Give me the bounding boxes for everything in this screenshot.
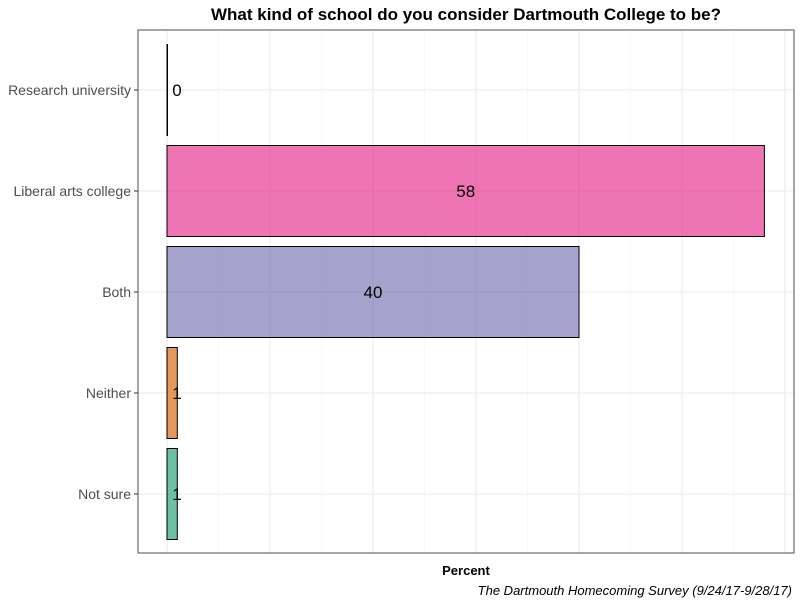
- chart-title: What kind of school do you consider Dart…: [211, 5, 721, 24]
- y-tick-label: Not sure: [78, 486, 131, 502]
- data-label: 40: [364, 283, 383, 302]
- bars: [166, 44, 765, 540]
- bar: [166, 145, 765, 237]
- bar: [166, 44, 168, 136]
- y-tick-label: Liberal arts college: [13, 183, 131, 199]
- chart-caption: The Dartmouth Homecoming Survey (9/24/17…: [478, 583, 792, 598]
- data-label: 58: [456, 182, 475, 201]
- data-labels: 0 58 40 1 1: [172, 81, 475, 504]
- bar: [166, 246, 580, 338]
- bar: [166, 448, 178, 540]
- bar: [166, 347, 178, 439]
- y-axis: Research university Liberal arts college B…: [8, 82, 138, 502]
- data-label: 0: [172, 81, 181, 100]
- x-axis-label: Percent: [442, 563, 490, 578]
- y-tick-label: Neither: [86, 385, 131, 401]
- y-tick-label: Both: [102, 284, 131, 300]
- data-label: 1: [172, 384, 181, 403]
- data-label: 1: [172, 485, 181, 504]
- y-tick-label: Research university: [8, 82, 131, 98]
